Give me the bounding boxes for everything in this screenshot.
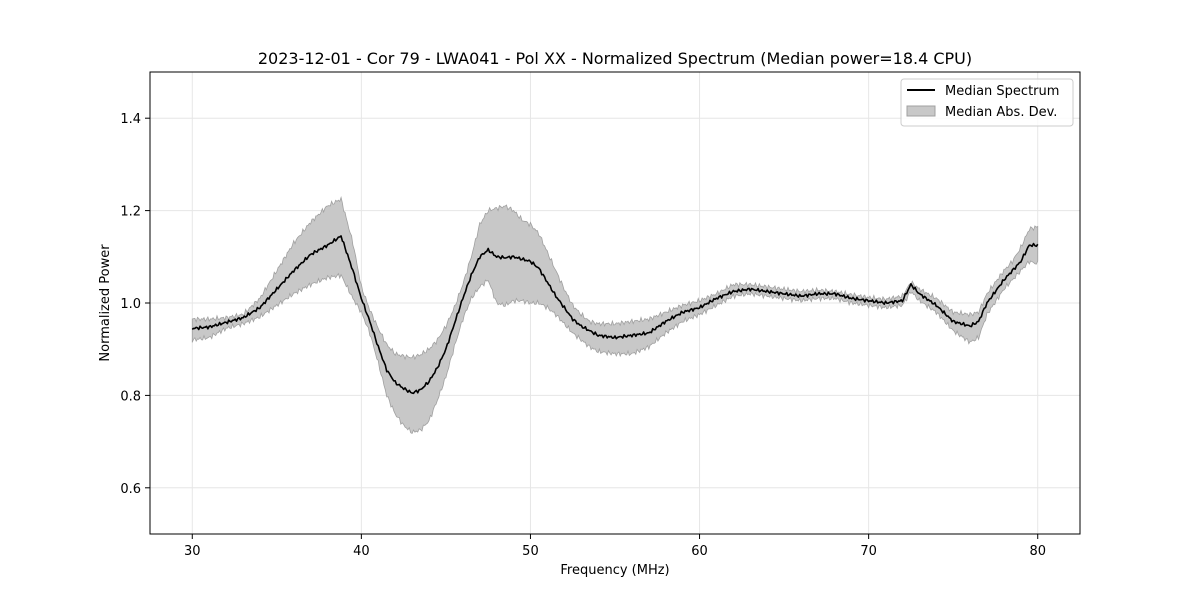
x-tick-label: 60 — [691, 544, 708, 559]
y-tick-label: 1.4 — [120, 112, 141, 127]
legend-box — [900, 78, 1074, 127]
y-tick-label: 1.2 — [120, 205, 141, 220]
mad-band-group — [191, 196, 1039, 434]
y-tick-label: 0.6 — [120, 482, 141, 497]
x-tick-label: 30 — [184, 544, 201, 559]
median-spectrum-line — [191, 235, 1039, 395]
y-axis-ticks: 0.6 0.8 1.0 1.2 1.4 — [120, 112, 150, 497]
legend-label-median-spectrum: Median Spectrum — [945, 84, 1059, 99]
chart-title: 2023-12-01 - Cor 79 - LWA041 - Pol XX - … — [258, 49, 972, 68]
x-tick-label: 80 — [1029, 544, 1046, 559]
y-tick-label: 1.0 — [120, 297, 141, 312]
x-axis-label: Frequency (MHz) — [560, 563, 669, 578]
x-tick-label: 40 — [353, 544, 370, 559]
x-tick-label: 50 — [522, 544, 539, 559]
x-tick-label: 70 — [860, 544, 877, 559]
x-axis-ticks: 30 40 50 60 70 80 — [184, 534, 1046, 559]
legend: Median Spectrum Median Abs. Dev. — [900, 78, 1074, 127]
mad-band — [191, 196, 1039, 434]
legend-band-swatch — [906, 105, 936, 117]
median-line-group — [191, 235, 1039, 395]
y-axis-label: Normalized Power — [98, 244, 113, 362]
legend-label-mad: Median Abs. Dev. — [945, 105, 1057, 120]
y-tick-label: 0.8 — [120, 389, 141, 404]
